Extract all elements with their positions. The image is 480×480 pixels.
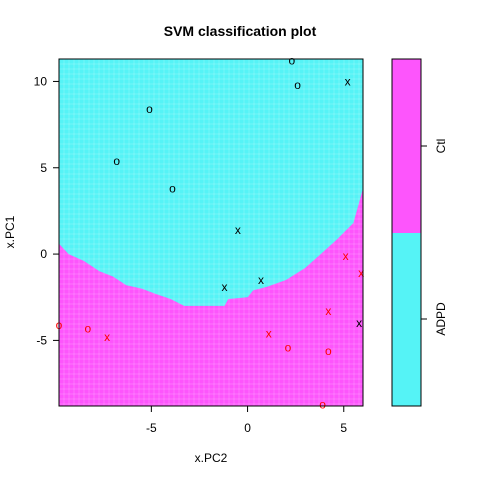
y-axis: -5 0 5 10	[34, 74, 60, 347]
data-point-ctl: o	[319, 397, 326, 411]
data-point-adpd: o	[113, 154, 120, 168]
data-point-ctl: x	[358, 266, 364, 280]
x-tick-label: 5	[340, 421, 347, 435]
data-point-ctl: x	[325, 304, 331, 318]
data-point-adpd: x	[356, 316, 362, 330]
legend-swatch-adpd	[392, 233, 421, 406]
chart-title: SVM classification plot	[164, 23, 317, 39]
legend-label-ctl: Ctl	[434, 139, 448, 154]
data-point-adpd: x	[235, 223, 241, 237]
y-tick-label: 0	[40, 247, 47, 261]
x-axis: -5 0 5	[146, 405, 347, 435]
data-point-adpd: x	[258, 273, 264, 287]
legend-label-adpd: ADPD	[434, 302, 448, 336]
data-point-adpd: o	[146, 102, 153, 116]
data-point-ctl: x	[104, 330, 110, 344]
data-point-ctl: o	[85, 321, 92, 335]
data-point-adpd: x	[221, 280, 227, 294]
legend-frame	[391, 58, 422, 407]
x-tick-label: 0	[244, 421, 251, 435]
data-point-adpd: o	[294, 78, 301, 92]
ctl-region	[59, 188, 363, 406]
y-tick-label: 5	[40, 161, 47, 175]
data-point-adpd: o	[288, 54, 295, 68]
x-tick-label: -5	[146, 421, 157, 435]
data-point-ctl: o	[325, 344, 332, 358]
y-axis-label: x.PC1	[3, 215, 17, 248]
data-point-adpd: o	[169, 181, 176, 195]
data-point-ctl: x	[343, 249, 349, 263]
data-point-adpd: x	[345, 74, 351, 88]
legend-swatch-ctl	[392, 59, 421, 233]
data-point-ctl: o	[285, 340, 292, 354]
data-points: ooxoooxxxxxxxxooooxo	[56, 54, 364, 412]
y-tick-label: -5	[36, 333, 47, 347]
data-point-ctl: x	[266, 326, 272, 340]
fill-grid	[59, 59, 363, 406]
legend: Ctl ADPD	[391, 58, 448, 407]
y-tick-label: 10	[34, 74, 48, 88]
x-axis-label: x.PC2	[195, 451, 228, 465]
